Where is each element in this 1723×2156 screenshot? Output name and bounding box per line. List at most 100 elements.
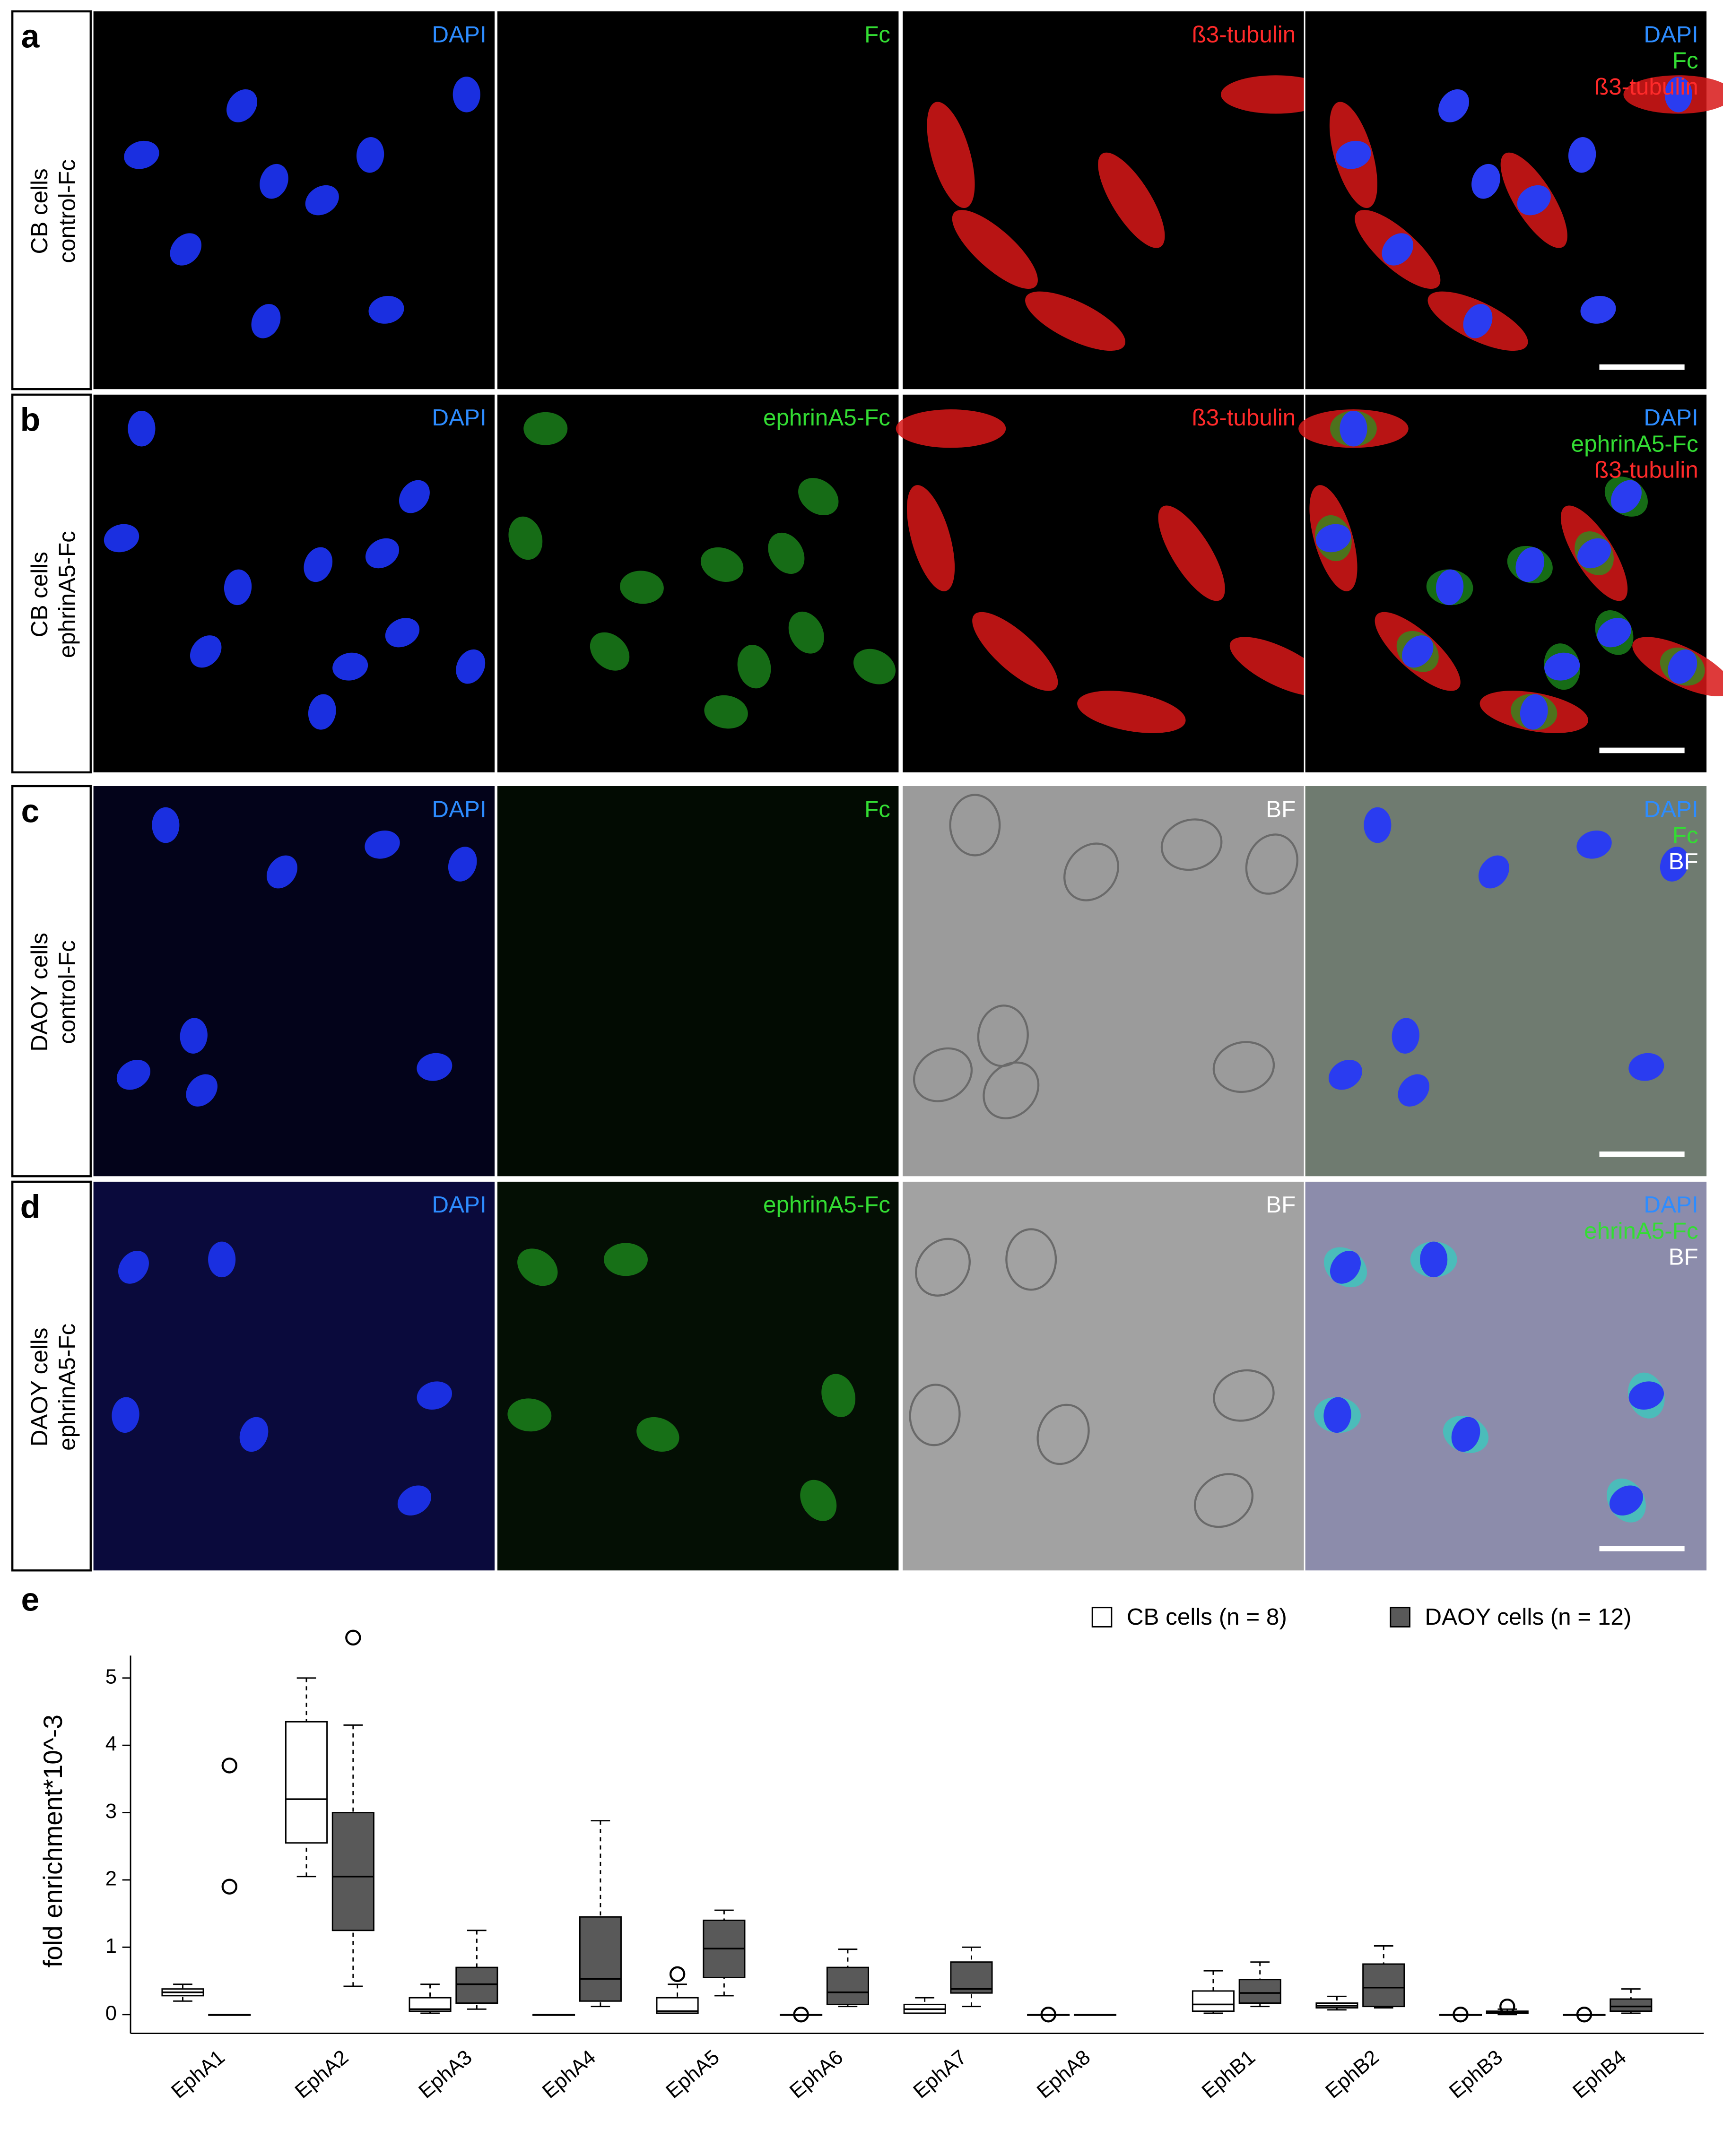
nucleus xyxy=(1478,855,1509,889)
nucleus xyxy=(1436,569,1464,606)
row-label-box xyxy=(11,785,92,1178)
outlier xyxy=(669,1966,686,1983)
channel-label: DAPI xyxy=(1644,405,1698,431)
cell-outline xyxy=(949,794,1001,857)
nucleus xyxy=(1664,77,1692,113)
channel-label: ß3-tubulin xyxy=(1192,405,1296,431)
micrograph: Fc xyxy=(497,11,902,390)
micrograph: ephrinA5-Fc xyxy=(497,1181,902,1571)
nucleus xyxy=(118,1250,149,1284)
box xyxy=(950,1961,993,1994)
panel-letter: a xyxy=(21,18,40,55)
channel-label: ephrinA5-Fc xyxy=(1571,431,1698,457)
micrograph: ephrinA5-Fc xyxy=(497,394,902,772)
stain xyxy=(508,516,543,560)
cell-body xyxy=(927,102,975,208)
nucleus xyxy=(1336,140,1371,169)
nucleus xyxy=(239,1417,269,1452)
box-group xyxy=(1563,2007,1606,2023)
box-group xyxy=(331,1629,374,1987)
stain xyxy=(853,649,896,684)
outlier xyxy=(221,1879,237,1895)
channel-label: BF xyxy=(1669,1244,1698,1270)
micrograph: DAPI xyxy=(93,11,497,390)
stain xyxy=(590,632,630,671)
box xyxy=(455,1966,498,2004)
box xyxy=(826,1966,869,2005)
box-group xyxy=(1610,1988,1653,2014)
channel-label: DAPI xyxy=(1644,796,1698,822)
micrograph-background xyxy=(497,786,899,1177)
nucleus xyxy=(1330,1250,1361,1284)
channel-label: Fc xyxy=(864,21,890,47)
micrograph-background xyxy=(93,394,495,772)
box xyxy=(331,1812,374,1931)
panel-letter: e xyxy=(21,1581,40,1618)
box-group xyxy=(579,1820,622,2008)
nucleus xyxy=(368,295,404,324)
box-group xyxy=(903,1997,946,2014)
box-group xyxy=(161,1983,204,2002)
channel-label: BF xyxy=(1266,796,1296,822)
box xyxy=(1192,1990,1235,2012)
stain xyxy=(619,571,664,604)
cell-body xyxy=(952,210,1038,289)
nucleus xyxy=(116,1059,150,1090)
nucleus xyxy=(1398,1074,1429,1107)
box-group xyxy=(455,1930,498,2010)
nucleus xyxy=(1568,137,1596,173)
row-label: control-Fc xyxy=(54,159,80,263)
channel-label: Fc xyxy=(1672,48,1698,74)
nucleus xyxy=(365,830,400,859)
stain xyxy=(800,1480,837,1521)
cell-outline xyxy=(913,1047,973,1102)
micrograph-background xyxy=(93,786,495,1177)
nucleus xyxy=(152,807,180,843)
cell-outline xyxy=(1212,1041,1275,1093)
stain xyxy=(737,645,771,689)
nucleus xyxy=(397,1485,431,1515)
row-label-box xyxy=(11,1180,92,1572)
cell-outline xyxy=(983,1061,1040,1119)
outlier xyxy=(221,1758,237,1774)
channel-label: ß3-tubulin xyxy=(1594,74,1698,100)
channel-label: BF xyxy=(1266,1192,1296,1218)
nucleus xyxy=(356,137,384,173)
cell-body xyxy=(896,409,1006,448)
nucleus xyxy=(1340,410,1367,447)
channel-label: DAPI xyxy=(432,1192,486,1218)
nucleus xyxy=(1463,304,1493,338)
micrograph-background xyxy=(497,11,899,390)
nucleus xyxy=(104,524,139,553)
y-axis-label: fold enrichment*10^-3 xyxy=(38,1714,68,1967)
outlier xyxy=(1453,2007,1469,2023)
nucleus xyxy=(180,1018,208,1054)
y-tick-label: 5 xyxy=(105,1665,117,1688)
nucleus xyxy=(1515,547,1545,582)
channel-label: DAPI xyxy=(432,21,486,47)
stain xyxy=(507,1398,552,1432)
legend-label: DAOY cells (n = 12) xyxy=(1425,1604,1631,1630)
box-group xyxy=(1238,1961,1281,2008)
stain xyxy=(636,1417,679,1452)
box-group xyxy=(1439,2007,1482,2023)
nucleus xyxy=(1576,830,1612,859)
micrograph: BF xyxy=(903,1181,1307,1571)
box xyxy=(285,1721,328,1844)
nucleus xyxy=(1420,1241,1448,1278)
cell-body xyxy=(1221,75,1331,114)
stain xyxy=(704,695,748,729)
outlier xyxy=(793,2007,809,2023)
cell-outline xyxy=(909,1384,961,1446)
row-label: CB cells xyxy=(26,168,52,254)
y-tick-label: 1 xyxy=(105,1935,117,1957)
nucleus xyxy=(1451,1417,1480,1452)
channel-label: BF xyxy=(1669,849,1698,875)
outlier xyxy=(345,1629,361,1646)
nucleus xyxy=(308,694,336,730)
box xyxy=(1238,1979,1281,2004)
nucleus xyxy=(266,855,297,889)
